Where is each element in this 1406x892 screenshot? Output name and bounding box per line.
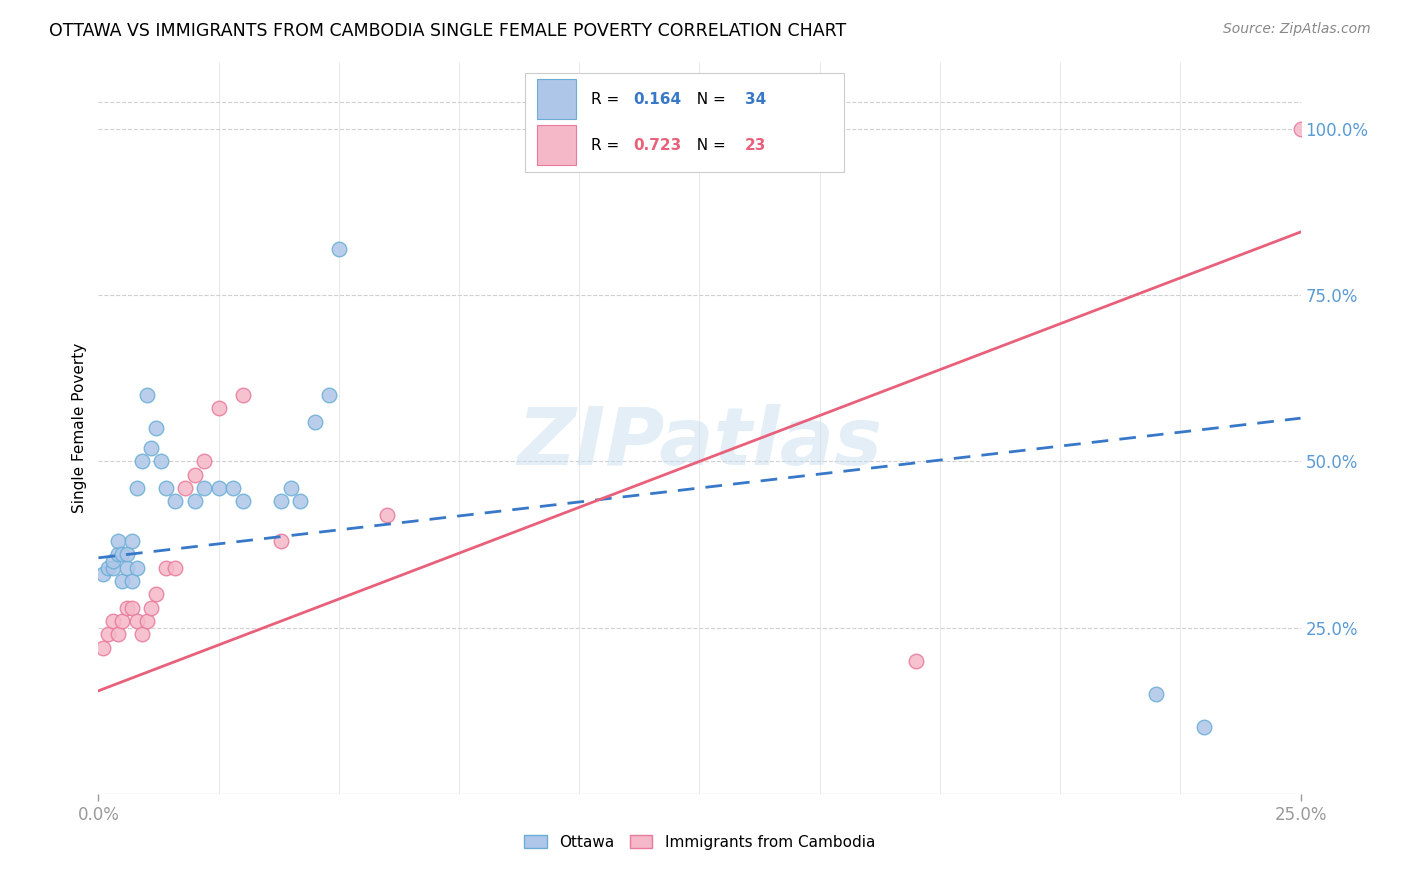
Point	[222, 481, 245, 495]
Point	[375, 508, 398, 522]
Point	[280, 481, 302, 495]
Point	[174, 481, 197, 495]
Point	[232, 494, 254, 508]
Point	[270, 534, 292, 549]
Point	[232, 388, 254, 402]
FancyBboxPatch shape	[526, 73, 844, 172]
Point	[121, 534, 143, 549]
Point	[145, 587, 167, 601]
Text: N =: N =	[688, 137, 731, 153]
Text: R =: R =	[592, 137, 624, 153]
Point	[270, 494, 292, 508]
Text: OTTAWA VS IMMIGRANTS FROM CAMBODIA SINGLE FEMALE POVERTY CORRELATION CHART: OTTAWA VS IMMIGRANTS FROM CAMBODIA SINGL…	[49, 22, 846, 40]
Point	[149, 454, 172, 468]
Point	[135, 388, 157, 402]
Text: N =: N =	[688, 92, 731, 106]
Point	[193, 454, 215, 468]
Point	[107, 534, 129, 549]
Point	[193, 481, 215, 495]
Point	[125, 561, 148, 575]
Text: 34: 34	[745, 92, 766, 106]
Point	[165, 494, 187, 508]
Point	[111, 574, 134, 588]
Text: 23: 23	[745, 137, 766, 153]
Point	[304, 415, 326, 429]
Point	[141, 441, 163, 455]
Y-axis label: Single Female Poverty: Single Female Poverty	[72, 343, 87, 513]
Point	[155, 561, 177, 575]
Point	[121, 600, 143, 615]
Point	[208, 481, 231, 495]
Point	[208, 401, 231, 416]
Point	[101, 554, 124, 568]
Point	[101, 561, 124, 575]
Point	[165, 561, 187, 575]
Point	[155, 481, 177, 495]
Point	[125, 481, 148, 495]
Point	[141, 600, 163, 615]
Point	[107, 627, 129, 641]
Point	[183, 494, 205, 508]
Point	[1144, 687, 1167, 701]
Text: R =: R =	[592, 92, 624, 106]
Point	[111, 548, 134, 562]
Point	[183, 467, 205, 482]
Point	[97, 627, 120, 641]
Point	[131, 627, 153, 641]
Point	[131, 454, 153, 468]
Point	[107, 548, 129, 562]
Point	[145, 421, 167, 435]
Point	[1194, 720, 1216, 734]
FancyBboxPatch shape	[537, 125, 575, 165]
Point	[101, 614, 124, 628]
Point	[125, 614, 148, 628]
Point	[1289, 122, 1312, 136]
Text: ZIPatlas: ZIPatlas	[517, 404, 882, 482]
Legend: Ottawa, Immigrants from Cambodia: Ottawa, Immigrants from Cambodia	[517, 829, 882, 855]
Point	[117, 548, 139, 562]
Point	[91, 567, 114, 582]
Point	[111, 614, 134, 628]
Text: Source: ZipAtlas.com: Source: ZipAtlas.com	[1223, 22, 1371, 37]
FancyBboxPatch shape	[537, 78, 575, 120]
Text: 0.723: 0.723	[633, 137, 682, 153]
Point	[135, 614, 157, 628]
Point	[91, 640, 114, 655]
Point	[904, 654, 927, 668]
Point	[318, 388, 340, 402]
Point	[328, 242, 350, 256]
Point	[117, 561, 139, 575]
Text: 0.164: 0.164	[633, 92, 682, 106]
Point	[117, 600, 139, 615]
Point	[97, 561, 120, 575]
Point	[121, 574, 143, 588]
Point	[290, 494, 312, 508]
